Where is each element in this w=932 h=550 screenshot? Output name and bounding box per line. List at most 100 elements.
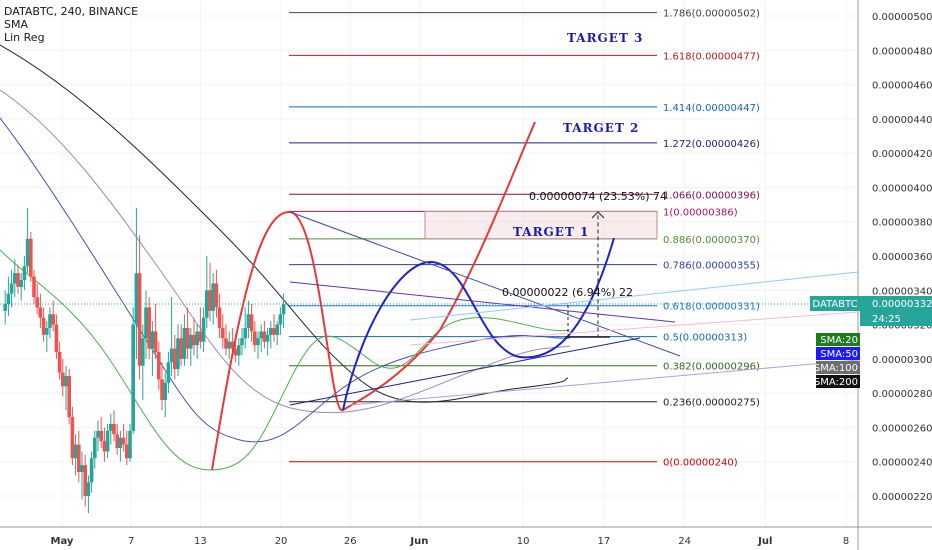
drawings: TARGET 3 TARGET 2 TARGET 1 0.00000074 (23.5… [211,31,859,471]
symbol-tag-label: DATABTC [812,299,857,310]
candle-body [272,328,276,335]
candle-body [102,441,107,452]
candle-body [77,444,81,472]
price-tag [860,296,932,311]
candle-body [205,290,209,318]
candle-body [35,297,39,308]
candle-body [25,238,30,267]
candle-body [256,338,260,346]
y-tick-label: 0.00000460 [872,81,932,92]
fib-label: 0.618(0.00000331) [663,302,760,313]
candle-body [105,430,110,452]
candle-body [6,293,11,304]
candle-body [16,273,20,287]
target-2-label: TARGET 2 [563,121,639,135]
candle-body [221,328,225,339]
candle-body [67,376,71,418]
fib-label: 0.382(0.00000296) [663,362,760,373]
indicator-linreg: Lin Reg [4,31,45,44]
y-tick-label: 0.00000360 [872,252,932,263]
candle-body [22,266,27,280]
candle-body [192,334,196,346]
y-tick-label: 0.00000500 [872,12,932,23]
x-tick-label: 26 [344,536,357,547]
candle-body [70,417,75,459]
candle-body [83,465,87,496]
sma-tag [816,361,860,374]
sma-20-line [0,249,571,471]
candle-body [96,430,100,438]
candles [3,208,286,514]
candle-body [121,437,126,445]
candle-body [233,348,238,356]
blue-projection-curve [342,237,615,411]
measure-big-label: 0.00000074 (23.53%) 74 [529,190,667,203]
y-tick-label: 0.00000440 [872,115,932,126]
candle-body [115,434,119,448]
candle-body [269,328,273,335]
price-tag-label: 0.00000332 [872,299,932,310]
candle-body [189,334,193,349]
fib-label: 1.786(0.00000502) [663,9,760,20]
x-tick-label: 24 [678,536,691,547]
candle-body [73,444,78,459]
candle-body [38,307,43,318]
y-tick-label: 0.00000320 [872,321,932,332]
x-tick-label: Jul [757,536,772,547]
candle-body [160,379,164,400]
candle-body [157,352,161,380]
candle-body [211,283,215,311]
candle-body [131,324,135,431]
candle-body [217,307,222,328]
candle-body [240,338,244,346]
candle-body [182,328,187,359]
candle-body [112,424,116,435]
candle-body [227,341,231,349]
y-tick-label: 0.00000380 [872,218,932,229]
x-tick-label: 8 [843,536,849,547]
linreg-upper [409,271,859,321]
target-1-label: TARGET 1 [513,225,589,239]
candle-body [61,372,65,387]
candle-body [137,273,142,366]
y-tick-label: 0.00000220 [872,492,932,503]
x-tick-label: 17 [598,536,611,547]
candle-body [45,328,49,335]
y-tick-label: 0.00000280 [872,389,932,400]
indicator-sma: SMA [4,18,28,31]
candle-body [99,430,103,442]
candle-body [54,324,59,352]
y-tick-label: 0.00000400 [872,183,932,194]
candle-body [253,331,257,346]
candle-body [29,238,33,277]
candle-body [278,314,283,325]
candle-body [201,317,206,342]
candle-body [208,290,212,311]
target-zone-box [424,210,658,240]
fib-label: 1(0.00000386) [663,207,738,218]
linreg-lower [349,359,859,406]
candle-body [32,276,36,298]
fib-label: 0.5(0.00000313) [663,333,747,344]
candle-body [64,376,68,387]
candle-body [163,382,167,400]
candle-body [134,273,139,325]
sma-tag [816,347,860,360]
descending-trendline [289,211,681,357]
candle-body [41,317,46,335]
candle-body [173,348,177,370]
candle-body [237,345,241,356]
candle-body [51,314,55,325]
measure-small-label: 0.00000022 (6.94%) 22 [502,286,633,299]
red-projection-curve [211,121,536,471]
symbol-tag [810,296,860,311]
y-tick-label: 0.00000340 [872,286,932,297]
candle-body [176,338,180,370]
candle-body [86,482,91,496]
fib-label: 1.066(0.00000396) [663,190,760,201]
fib-label: 0.886(0.00000370) [663,235,760,246]
candle-body [125,444,129,459]
candle-body [259,331,263,339]
candle-body [89,458,94,483]
